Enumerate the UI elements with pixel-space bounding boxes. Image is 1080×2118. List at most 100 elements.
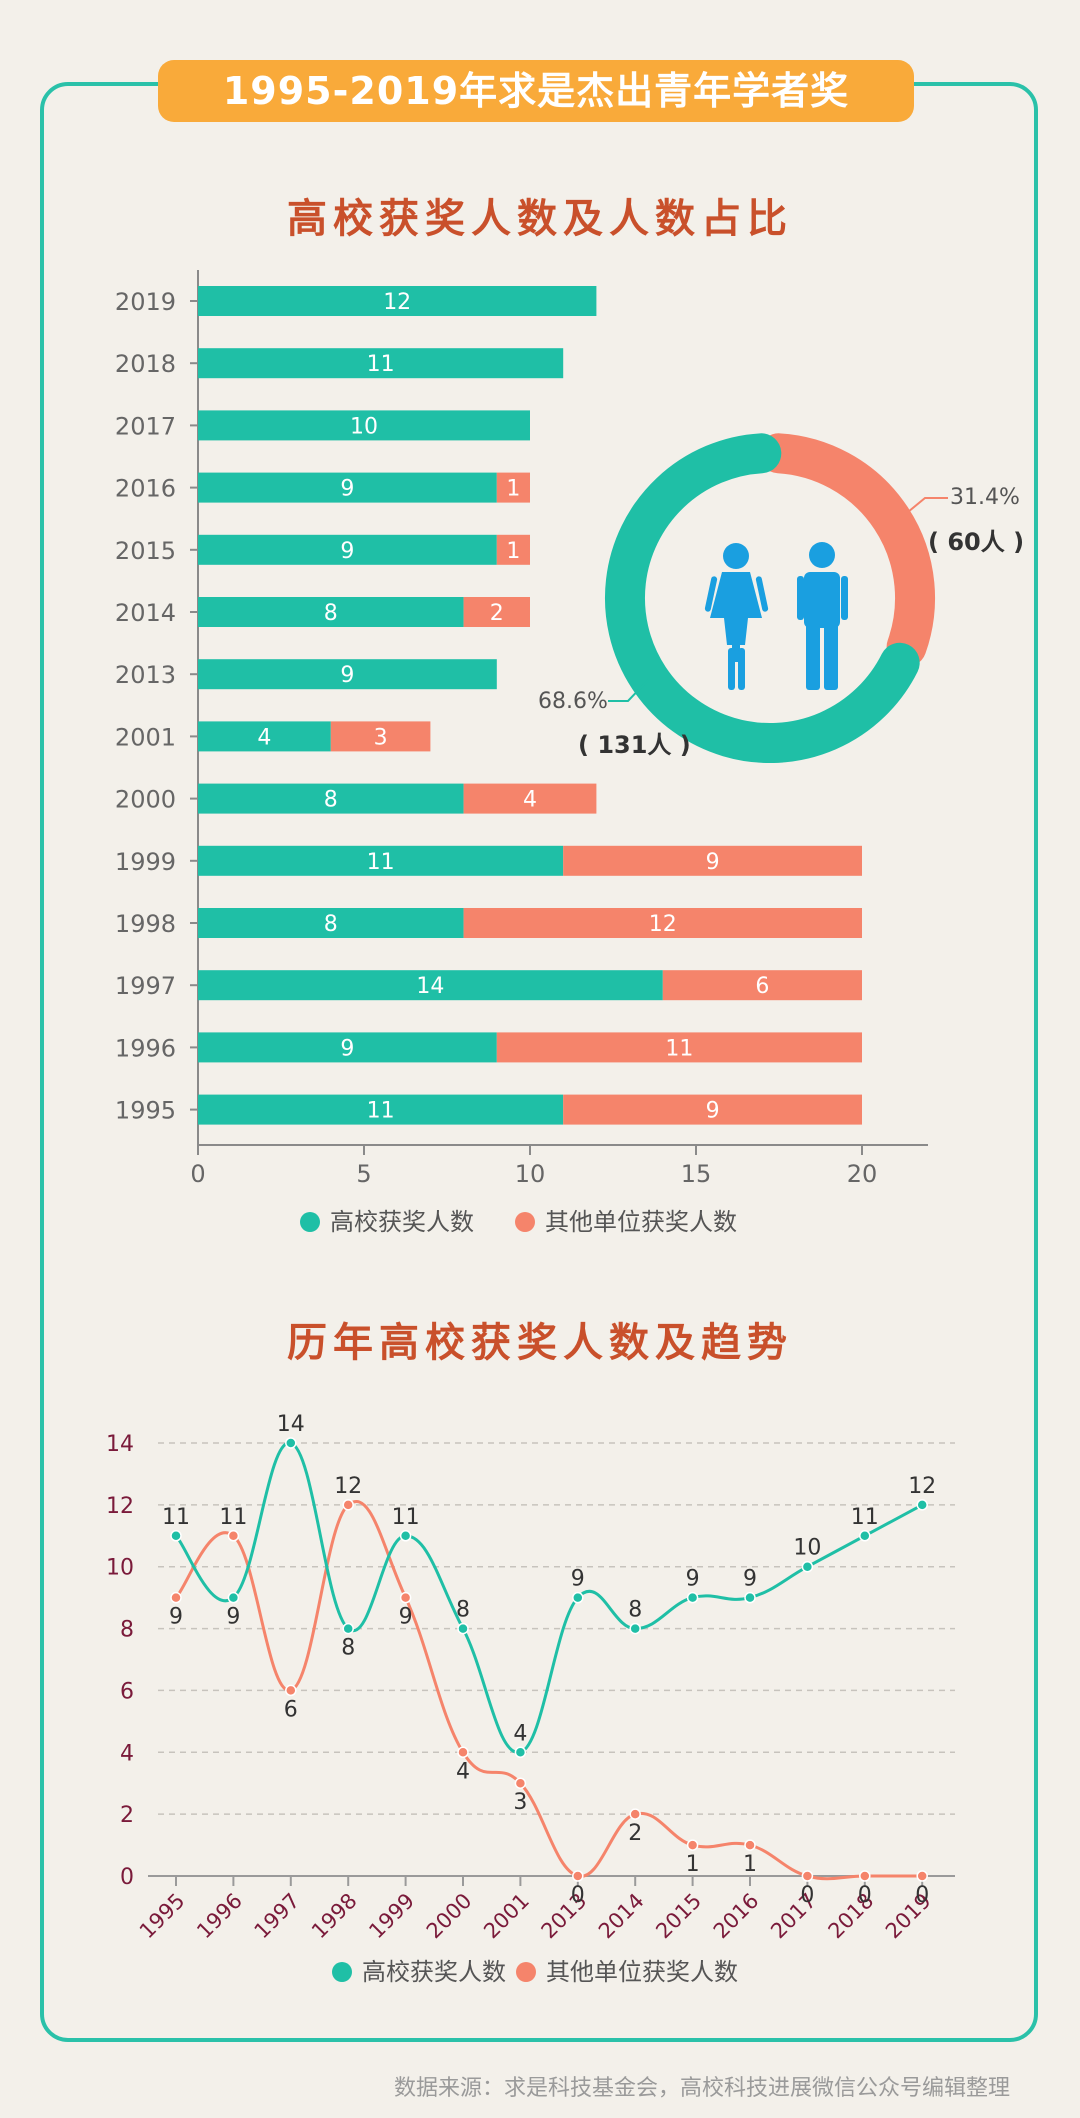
bar-other	[563, 1094, 862, 1125]
x-tick-label: 2015	[651, 1889, 706, 1944]
point-other	[399, 1591, 412, 1604]
page-title: 1995-2019年求是杰出青年学者奖	[158, 60, 914, 122]
point-university	[457, 1622, 469, 1635]
point-label-university: 11	[162, 1505, 190, 1530]
line-chart-title: 历年高校获奖人数及趋势	[287, 1320, 793, 1366]
point-other	[859, 1870, 871, 1882]
y-tick-label: 14	[106, 1432, 134, 1457]
bar-value-label: 11	[367, 850, 395, 875]
point-label-university: 9	[686, 1567, 700, 1592]
x-tick-label: 5	[356, 1160, 371, 1188]
x-tick-label: 2014	[594, 1889, 649, 1944]
bar-other	[662, 970, 862, 1001]
point-other	[170, 1591, 182, 1604]
bar-value-label: 12	[649, 912, 677, 937]
bar-value-label: 4	[257, 725, 271, 750]
point-label-other: 0	[571, 1883, 585, 1908]
point-university	[514, 1746, 527, 1759]
y-tick-label: 4	[120, 1741, 134, 1766]
point-label-university: 8	[456, 1598, 470, 1623]
legend-label-university: 高校获奖人数	[330, 1208, 474, 1236]
bar-other	[463, 597, 530, 627]
point-other	[744, 1839, 756, 1851]
point-label-university: 4	[513, 1721, 527, 1746]
bar-value-label: 11	[665, 1036, 693, 1061]
point-label-other: 11	[219, 1505, 247, 1530]
point-other	[514, 1777, 527, 1789]
point-university	[342, 1622, 354, 1635]
point-university	[170, 1530, 182, 1542]
bar-university	[198, 908, 464, 938]
point-university	[744, 1591, 756, 1604]
point-university	[285, 1437, 297, 1449]
bar-value-label: 9	[706, 850, 720, 875]
y-tick-label: 10	[106, 1556, 134, 1581]
bar-university	[198, 1094, 564, 1125]
bar-value-label: 9	[340, 663, 354, 688]
point-label-other: 0	[800, 1883, 814, 1908]
point-label-other: 0	[915, 1883, 929, 1908]
point-label-university: 8	[628, 1598, 642, 1623]
y-tick-label: 2015	[115, 537, 176, 565]
y-tick-label: 2016	[115, 475, 176, 503]
y-tick-label: 1999	[115, 848, 176, 876]
x-tick-label: 15	[681, 1160, 712, 1188]
bar-value-label: 9	[706, 1099, 720, 1124]
legend-label-university: 高校获奖人数	[362, 1958, 506, 1986]
bar-value-label: 1	[506, 539, 520, 564]
legend-marker-other	[516, 1962, 536, 1982]
bar-other	[330, 721, 431, 752]
point-label-university: 12	[908, 1474, 936, 1499]
y-tick-label: 1996	[115, 1034, 176, 1062]
bar-university	[198, 597, 464, 627]
point-other	[342, 1499, 354, 1511]
x-tick-label: 0	[190, 1160, 205, 1188]
bar-university	[198, 534, 497, 565]
donut-slice-university	[604, 433, 920, 764]
y-tick-label: 6	[120, 1679, 134, 1704]
bar-value-label: 8	[324, 788, 338, 813]
y-tick-label: 0	[120, 1865, 134, 1890]
x-tick-label: 1998	[307, 1889, 362, 1944]
bar-value-label: 14	[416, 974, 444, 999]
bar-value-label: 10	[350, 414, 378, 439]
leader-line-university	[608, 679, 649, 702]
point-other	[629, 1808, 641, 1820]
point-label-other: 9	[399, 1605, 413, 1630]
x-tick-label: 2001	[479, 1889, 534, 1944]
x-tick-label: 1996	[192, 1889, 247, 1944]
point-other	[227, 1530, 240, 1542]
y-tick-label: 2	[120, 1803, 134, 1828]
bar-value-label: 4	[523, 788, 537, 813]
point-label-university: 10	[793, 1536, 821, 1561]
bar-value-label: 11	[367, 352, 395, 377]
point-university	[399, 1530, 412, 1542]
point-label-university: 9	[743, 1567, 757, 1592]
y-tick-label: 1998	[115, 910, 176, 938]
bar-other	[463, 783, 597, 814]
point-label-university: 14	[277, 1412, 305, 1437]
y-tick-label: 1997	[115, 972, 176, 1000]
bar-value-label: 1	[506, 477, 520, 502]
point-label-other: 1	[743, 1852, 757, 1877]
x-tick-label: 2016	[709, 1889, 764, 1944]
donut-percent-university: 68.6%	[538, 689, 608, 714]
bar-value-label: 9	[340, 477, 354, 502]
x-tick-label: 20	[847, 1160, 878, 1188]
point-university	[916, 1499, 928, 1511]
bar-university	[198, 1032, 497, 1063]
bar-value-label: 9	[340, 1036, 354, 1061]
bar-other	[496, 472, 530, 503]
point-other	[572, 1870, 584, 1882]
legend-label-other: 其他单位获奖人数	[545, 1208, 737, 1236]
bar-university	[198, 286, 597, 316]
bar-value-label: 12	[383, 290, 411, 315]
bar-university	[198, 783, 464, 814]
stacked-bar-chart: 0 5 10 15 20 2019 12 2018 11 2017 10 2016 9 1 2015 9 1 20…	[115, 270, 1024, 1236]
point-university	[859, 1530, 871, 1542]
point-other	[916, 1870, 928, 1882]
point-university	[227, 1591, 240, 1604]
bar-value-label: 8	[324, 601, 338, 626]
bar-other	[496, 1032, 862, 1063]
